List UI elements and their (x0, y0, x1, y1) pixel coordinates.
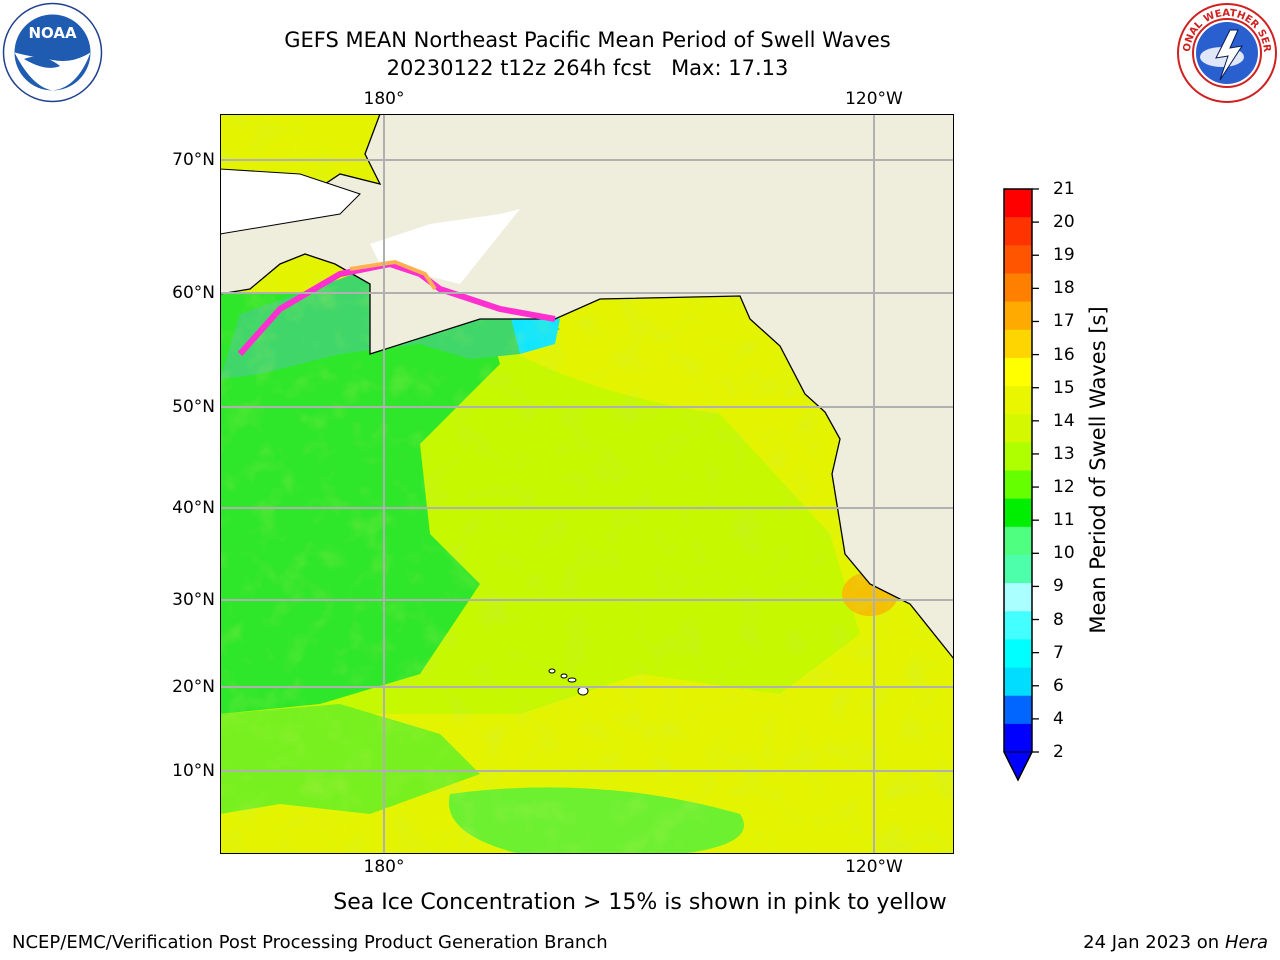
title-line-2: 20230122 t12z 264h fcst Max: 17.13 (386, 56, 789, 80)
colorbar-segment (1004, 611, 1032, 640)
lat-label-10: 10°N (172, 761, 215, 781)
nws-logo-icon: NATIONAL WEATHER SERVICE (1176, 2, 1277, 103)
colorbar-tick-label: 9 (1053, 576, 1064, 597)
colorbar-extend-arrow (1003, 751, 1033, 782)
credit-branch: NCEP/EMC/Verification Post Processing Pr… (12, 932, 608, 953)
colorbar-frame (1003, 188, 1033, 782)
colorbar-tick-label: 11 (1053, 510, 1075, 531)
colorbar-segment (1004, 357, 1032, 387)
colorbar-segment (1004, 554, 1032, 584)
chart-title: GEFS MEAN Northeast Pacific Mean Period … (180, 26, 995, 82)
sea-ice-edge-yellow (349, 259, 437, 291)
colorbar-tick-label: 16 (1053, 344, 1075, 365)
colorbar-segment (1004, 695, 1032, 725)
colorbar-title: Mean Period of Swell Waves [s] (1086, 306, 1110, 634)
colorbar-tick-label: 18 (1053, 278, 1075, 299)
lon-label-top-180: 180° (363, 89, 405, 109)
credit-date: 24 Jan 2023 on Hera (1083, 932, 1268, 953)
noaa-logo-icon: NOAA (2, 2, 103, 103)
colorbar-tick-label: 8 (1053, 609, 1064, 630)
colorbar-tick-label: 6 (1053, 675, 1064, 696)
colorbar-segment (1004, 217, 1032, 246)
colorbar-tick-label: 15 (1053, 377, 1075, 398)
lat-label-30: 30°N (172, 590, 215, 610)
map-graticule (220, 114, 954, 854)
lat-label-20: 20°N (172, 677, 215, 697)
colorbar-tick-label: 19 (1053, 245, 1075, 266)
colorbar-segment (1004, 386, 1032, 415)
colorbar-tick-label: 21 (1053, 179, 1075, 199)
colorbar-tick-label: 13 (1053, 443, 1075, 464)
credit-date-text: 24 Jan 2023 on (1083, 932, 1225, 953)
colorbar-segment (1004, 723, 1032, 753)
colorbar-tick-label: 10 (1053, 543, 1075, 564)
colorbar-tick-label: 14 (1053, 410, 1075, 431)
title-line-1: GEFS MEAN Northeast Pacific Mean Period … (284, 28, 891, 52)
land-chukotka (220, 168, 361, 235)
lon-label-bottom-120w: 120°W (845, 857, 903, 877)
lon-label-bottom-180: 180° (363, 857, 405, 877)
colorbar-segment (1004, 273, 1032, 303)
colorbar-segment (1004, 245, 1032, 274)
sea-ice-edge (237, 260, 556, 356)
lat-label-50: 50°N (172, 397, 215, 417)
colorbar (1003, 188, 1039, 782)
colorbar-tick-label: 20 (1053, 212, 1075, 233)
colorbar-segment (1004, 526, 1032, 556)
colorbar-segment (1004, 639, 1032, 669)
colorbar-segment (1004, 189, 1032, 218)
colorbar-segment (1004, 470, 1032, 500)
colorbar-segment (1004, 301, 1032, 331)
colorbar-segment (1004, 498, 1032, 528)
colorbar-tick-label: 4 (1053, 708, 1064, 729)
lat-label-40: 40°N (172, 498, 215, 518)
colorbar-segment (1004, 442, 1032, 471)
colorbar-segment (1004, 414, 1032, 443)
colorbar-tick-label: 12 (1053, 477, 1075, 498)
colorbar-segment (1004, 667, 1032, 697)
swell-period-map (220, 114, 954, 854)
colorbar-segment (1004, 329, 1032, 359)
colorbar-tick-label: 7 (1053, 642, 1064, 663)
colorbar-segment (1004, 583, 1032, 612)
lon-label-top-120w: 120°W (845, 89, 903, 109)
colorbar-tick-label: 2 (1053, 742, 1064, 762)
credit-machine: Hera (1224, 932, 1268, 953)
colorbar-tick-label: 17 (1053, 311, 1075, 332)
lat-label-60: 60°N (172, 283, 215, 303)
noaa-logo-text: NOAA (28, 24, 77, 42)
sea-ice-footnote: Sea Ice Concentration > 15% is shown in … (333, 890, 947, 915)
lat-label-70: 70°N (172, 150, 215, 170)
